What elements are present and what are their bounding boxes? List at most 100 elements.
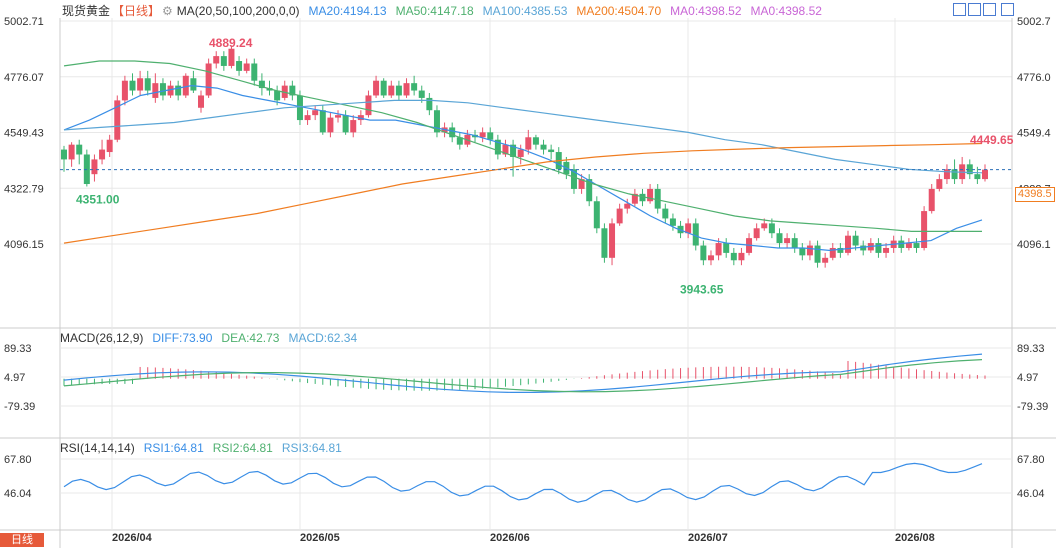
low-annotation-2: 3943.65 bbox=[680, 283, 724, 297]
candle-down bbox=[700, 245, 707, 261]
candle-down bbox=[129, 80, 136, 91]
y-tick-label: 4322.79 bbox=[4, 183, 44, 195]
candle-up bbox=[479, 132, 486, 138]
candle-down bbox=[966, 164, 973, 175]
period-label[interactable]: 【日线】 bbox=[112, 4, 161, 18]
candle-up bbox=[228, 48, 235, 66]
candle-up bbox=[631, 193, 638, 204]
candle-down bbox=[837, 247, 844, 253]
candle-down bbox=[814, 245, 821, 263]
ma100-line bbox=[63, 99, 983, 174]
candle-up bbox=[616, 208, 623, 224]
ma0-value-2: MA0:4398.52 bbox=[750, 4, 822, 18]
candle-up bbox=[609, 223, 616, 258]
x-tick-label: 2026/04 bbox=[112, 532, 153, 544]
ma50-value: MA50:4147.18 bbox=[395, 4, 474, 18]
candle-down bbox=[433, 110, 440, 133]
candle-up bbox=[198, 95, 205, 108]
candle-up bbox=[68, 144, 75, 160]
candle-down bbox=[395, 85, 402, 96]
candle-up bbox=[335, 115, 342, 118]
y-tick-label: 4549.43 bbox=[4, 128, 44, 140]
candle-up bbox=[350, 120, 357, 133]
candle-down bbox=[570, 169, 577, 189]
rsi-y-tick: 46.04 bbox=[4, 488, 32, 500]
candle-up bbox=[905, 243, 912, 248]
macd-dea-line bbox=[63, 359, 983, 393]
ma200-line bbox=[63, 142, 983, 244]
candle-down bbox=[875, 243, 882, 253]
expand-icon[interactable] bbox=[1001, 3, 1014, 16]
candle-up bbox=[647, 188, 654, 202]
rsi-y-tick-right: 67.80 bbox=[1017, 454, 1045, 466]
ma20-line bbox=[63, 84, 983, 252]
candle-up bbox=[822, 257, 829, 263]
candle-up bbox=[182, 75, 189, 96]
candle-down bbox=[852, 235, 859, 246]
macd-y-tick: -79.39 bbox=[4, 401, 35, 413]
ma-label: MA(20,50,100,200,0,0) bbox=[176, 4, 300, 18]
rsi1-value: RSI1:64.81 bbox=[143, 441, 204, 455]
candle-up bbox=[624, 203, 631, 209]
crosshair-icon[interactable] bbox=[968, 3, 981, 16]
ma200-value: MA200:4504.70 bbox=[576, 4, 662, 18]
candle-down bbox=[799, 247, 806, 256]
candle-up bbox=[403, 83, 410, 96]
candle-down bbox=[791, 238, 798, 248]
macd-dea: DEA:42.73 bbox=[221, 331, 280, 345]
candle-down bbox=[913, 243, 920, 248]
candle-up bbox=[114, 100, 121, 140]
candle-down bbox=[510, 144, 517, 157]
candle-up bbox=[312, 110, 319, 116]
candle-up bbox=[715, 243, 722, 256]
high-annotation: 4889.24 bbox=[209, 36, 253, 50]
y-tick-label-right: 4776.0 bbox=[1017, 72, 1051, 84]
y-tick-label-right: 5002.7 bbox=[1017, 16, 1051, 28]
candle-down bbox=[190, 78, 197, 91]
candle-up bbox=[525, 137, 532, 150]
symbol-label: 现货黄金 bbox=[62, 4, 111, 18]
rsi2-value: RSI2:64.81 bbox=[212, 441, 273, 455]
candle-up bbox=[761, 223, 768, 229]
candle-up bbox=[327, 117, 334, 133]
candle-down bbox=[296, 95, 303, 121]
candle-up bbox=[928, 188, 935, 212]
rsi-y-tick-right: 46.04 bbox=[1017, 488, 1045, 500]
candle-down bbox=[540, 144, 547, 150]
y-tick-label: 5002.71 bbox=[4, 16, 44, 28]
candle-down bbox=[593, 201, 600, 229]
macd-value: MACD:62.34 bbox=[288, 331, 358, 345]
candle-down bbox=[532, 137, 539, 145]
macd-y-tick: 89.33 bbox=[4, 343, 32, 355]
candle-up bbox=[205, 63, 212, 96]
candle-down bbox=[426, 97, 433, 111]
fit-screen-icon[interactable] bbox=[953, 3, 966, 16]
candle-down bbox=[411, 83, 418, 91]
candle-up bbox=[357, 115, 364, 121]
y-tick-label-right: 4549.4 bbox=[1017, 128, 1051, 140]
candle-down bbox=[258, 80, 265, 89]
candle-up bbox=[921, 211, 928, 248]
macd-y-tick-right: 89.33 bbox=[1017, 343, 1045, 355]
candle-down bbox=[768, 223, 775, 234]
candle-up bbox=[99, 149, 106, 160]
candle-up bbox=[738, 252, 745, 261]
candle-down bbox=[456, 137, 463, 145]
x-tick-label: 2026/07 bbox=[688, 532, 728, 544]
candle-down bbox=[236, 61, 243, 71]
zoom-icon[interactable] bbox=[983, 3, 996, 16]
candle-up bbox=[829, 247, 836, 258]
rsi-label: RSI(14,14,14) bbox=[60, 441, 135, 455]
candle-down bbox=[586, 179, 593, 202]
ma20-value: MA20:4194.13 bbox=[308, 4, 387, 18]
macd-diff: DIFF:73.90 bbox=[152, 331, 213, 345]
candle-down bbox=[487, 132, 494, 140]
candle-up bbox=[365, 95, 372, 116]
recent-high-annotation: 4449.65 bbox=[970, 133, 1014, 147]
current-price-badge: 4398.5 bbox=[1015, 187, 1055, 202]
candle-up bbox=[106, 139, 113, 153]
y-tick-label: 4096.15 bbox=[4, 239, 44, 251]
candle-down bbox=[662, 208, 669, 219]
gear-icon[interactable]: ⚙ bbox=[162, 4, 173, 18]
